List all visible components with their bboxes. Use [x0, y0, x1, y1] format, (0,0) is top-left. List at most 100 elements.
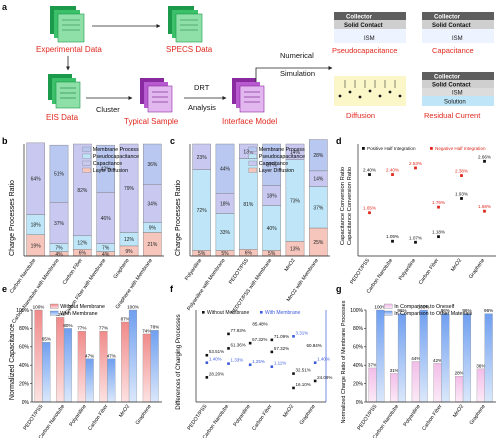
solution-label: Solution — [444, 100, 466, 106]
scatter-point — [227, 347, 230, 350]
typical-sample-icon — [140, 78, 173, 113]
chart-c-legend-swatch — [248, 160, 257, 166]
segment-value-label: 81% — [243, 202, 254, 208]
chart-d-legend-label: Positive Half Integration — [367, 146, 416, 151]
diffusion-label: Diffusion — [346, 111, 375, 120]
chart-c-legend-label: Capacitance — [259, 161, 288, 167]
grouped-bar — [484, 313, 493, 403]
ism-label: ISM — [364, 36, 375, 42]
panel-c-chart: 5% 72% 23% 5% 33% 18% 44% 6% 81% 13% 5% 40% 18% 37% 13… — [184, 139, 330, 316]
grouped-bar — [142, 333, 151, 403]
interface-model-icon — [232, 78, 265, 113]
chart-e-ytick-label: 40% — [19, 363, 30, 369]
panel-g-ylabel: Normalized Charge Ratio of Membrane Proc… — [341, 300, 347, 423]
chart-g-legend-swatch — [384, 310, 393, 316]
chart-d-xtick-label: Polyaniline — [398, 258, 417, 282]
segment-value-label: 44% — [220, 167, 231, 173]
collector-label: Collector — [346, 15, 373, 21]
grouped-bar — [42, 342, 51, 403]
eis-data-icon — [48, 74, 81, 109]
chart-e-legend-swatch — [50, 310, 59, 316]
chart-f-legend-marker — [260, 311, 263, 314]
chart-b-legend-label: Membrane Process — [93, 147, 139, 153]
scatter-point — [227, 332, 230, 336]
point-value-label: 71.09% — [274, 334, 289, 339]
stacked-bar-segment — [143, 143, 162, 185]
point-value-label: 3.31% — [296, 330, 309, 335]
panel-g-chart: 37% 100% 31% 96% 44% 100% 42% 96% 28% 96% 36% 96% 0%… — [350, 303, 496, 438]
chart-d-legend-label: Negative Half Integration — [435, 146, 486, 151]
segment-value-label: 36% — [147, 162, 158, 168]
bar-value-label: 77% — [99, 326, 108, 331]
chart-g-xtick-label: Polyaniline — [402, 404, 421, 428]
pseudocapacitance-schematic: Collector Solid Contact ISM — [334, 12, 406, 43]
segment-value-label: 28% — [313, 153, 324, 159]
extra-value-label: 85.48% — [252, 321, 267, 326]
chart-d-xtick-label: Carbon Fiber — [418, 257, 440, 285]
chart-c-legend-swatch — [248, 153, 257, 159]
extra-value-label: 60.84% — [307, 343, 322, 348]
segment-value-label: 46% — [101, 216, 112, 222]
chart-e-ytick-label: 100% — [16, 308, 29, 314]
numerical-label: Numerical — [280, 51, 314, 60]
segment-value-label: 6% — [245, 251, 253, 257]
point-value-label: 32.51% — [296, 368, 311, 373]
grouped-bar — [368, 367, 377, 403]
scatter-point — [437, 205, 440, 209]
scatter-point — [292, 372, 295, 375]
chart-f-legend-marker — [202, 311, 205, 314]
panel-label-c: c — [170, 136, 175, 146]
stacked-bar-segment — [49, 144, 69, 203]
simulation-label: Simulation — [280, 69, 315, 78]
point-value-label: 1.33% — [231, 358, 244, 363]
segment-value-label: 12% — [77, 241, 88, 247]
grouped-bar — [455, 376, 464, 403]
segment-value-label: 40% — [267, 226, 278, 232]
chart-g-xtick-label: Graphene — [469, 404, 487, 426]
diffusion-schematic — [334, 76, 406, 106]
bar-value-label: 92% — [56, 312, 65, 317]
segment-value-label: 18% — [31, 223, 42, 229]
panel-e-ylabel: Normalized Capacitance — [9, 324, 16, 400]
chart-c-xtick-label: PEDOT/PSS with Membrane — [230, 258, 273, 316]
solid-contact-label-3: Solid Contact — [432, 83, 471, 89]
bar-value-label: 100% — [127, 305, 139, 310]
scatter-point — [292, 386, 295, 390]
panel-c-ylabel: Charge Processes Ratio — [175, 180, 182, 256]
scatter-point — [313, 361, 317, 364]
chart-f-legend-label: With Membrane — [265, 310, 301, 316]
segment-value-label: 33% — [220, 230, 231, 236]
bar-value-label: 100% — [33, 305, 45, 310]
segment-value-label: 9% — [125, 249, 133, 255]
chart-b-legend-label: Capacitance — [93, 161, 122, 167]
collector-label-3: Collector — [434, 75, 461, 81]
capacitance-schematic: Collector Solid Contact ISM — [422, 12, 494, 43]
chart-b-xtick-label: Graphene — [112, 258, 130, 280]
segment-value-label: 25% — [313, 240, 324, 246]
chart-e-ytick-label: 20% — [19, 381, 30, 387]
chart-e-xtick-label: PEDOT/PSS — [23, 403, 45, 431]
point-value-label: 57.32% — [274, 346, 289, 351]
scatter-point — [483, 159, 486, 163]
stacked-bar-segment — [119, 143, 139, 233]
solid-contact-label: Solid Contact — [344, 23, 383, 29]
point-value-label: 2.40% — [363, 168, 376, 173]
chart-e-ytick-label: 60% — [19, 345, 30, 351]
scatter-point — [391, 239, 394, 243]
grouped-bar — [121, 321, 130, 403]
chart-e-legend-label: With Membrane — [60, 311, 97, 317]
chart-b-legend-label: Pseudocapacitance — [93, 154, 139, 160]
scatter-point — [270, 338, 274, 342]
segment-value-label: 5% — [268, 251, 276, 257]
scatter-point — [227, 362, 230, 365]
chart-c-xtick-label: MnO2 — [284, 258, 297, 273]
stacked-bar-segment — [96, 144, 115, 193]
scatter-point — [414, 240, 417, 244]
segment-value-label: 4% — [102, 252, 110, 258]
bar-value-label: 37% — [368, 362, 377, 367]
grouped-bar — [433, 363, 442, 403]
chart-d-legend-marker — [430, 147, 433, 150]
panel-e-chart: 100% 65% 92% 80% 77% 47% 77% 47% 87% 100% 74%78% 0%… — [16, 303, 162, 438]
chart-e-xtick-label: Graphene — [135, 404, 153, 426]
ism-label-3: ISM — [452, 91, 463, 97]
